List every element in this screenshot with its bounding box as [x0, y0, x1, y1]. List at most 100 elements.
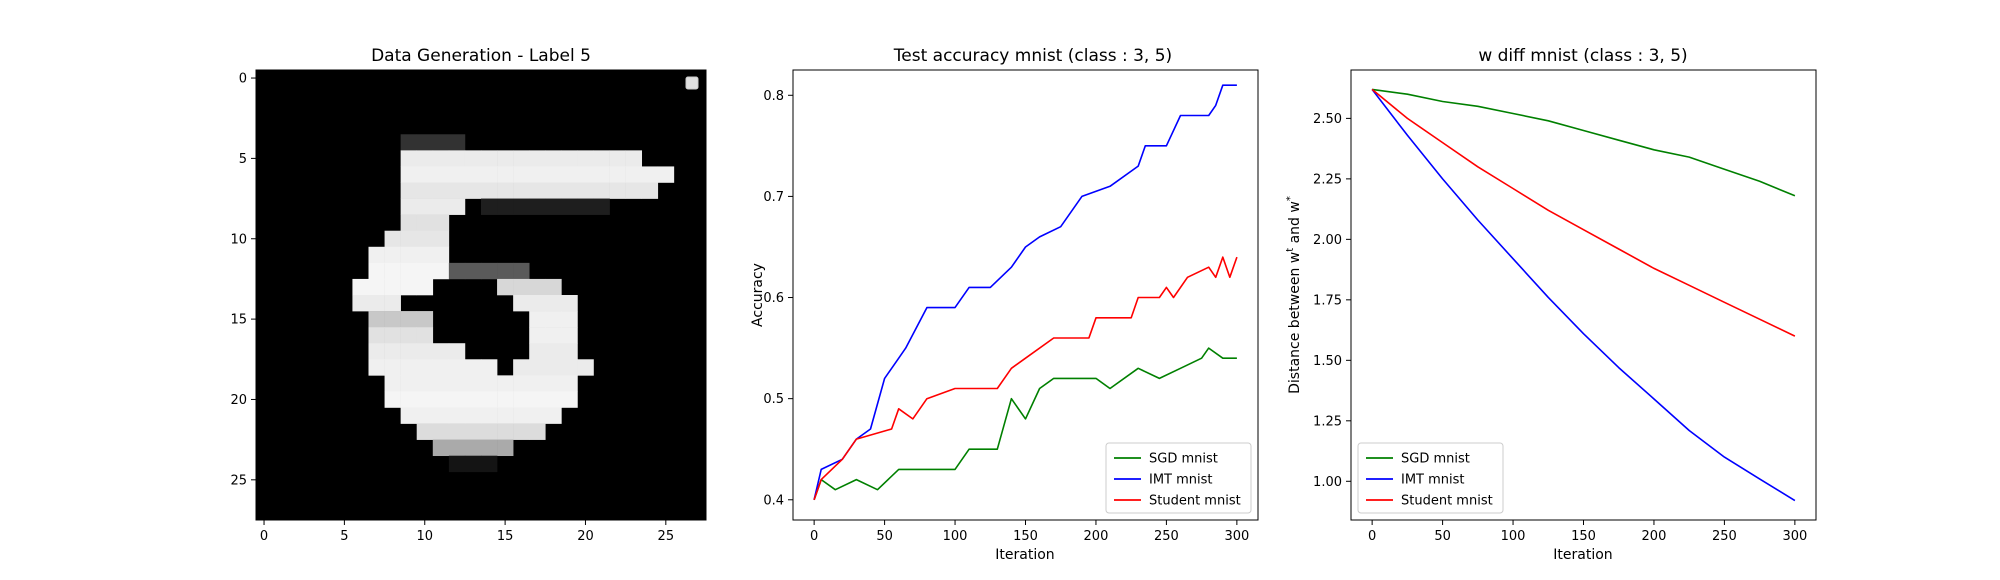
- pixel: [481, 198, 498, 215]
- accuracy-series-line: [813, 84, 1237, 500]
- pixel: [416, 423, 434, 440]
- wdiff-y-tick-label: 2.00: [1313, 233, 1342, 248]
- image-title: Data Generation - Label 5: [371, 46, 591, 66]
- pixel: [432, 230, 450, 248]
- pixel: [513, 278, 530, 296]
- pixel: [513, 359, 530, 376]
- pixel: [497, 182, 514, 199]
- pixel: [400, 230, 418, 248]
- pixel: [464, 262, 482, 280]
- image-x-tick-label: 15: [497, 529, 514, 544]
- wdiff-x-tick-label: 50: [1434, 529, 1451, 544]
- accuracy-y-tick-label: 0.6: [763, 291, 784, 306]
- pixel: [352, 295, 369, 312]
- pixel: [529, 423, 546, 440]
- pixel: [497, 278, 514, 296]
- image-x-tick-label: 10: [416, 529, 433, 544]
- pixel: [384, 246, 401, 264]
- pixel: [400, 359, 418, 376]
- image-ticks: 0 5 10 15 20 25 0 5 10 15 20 25: [230, 72, 674, 544]
- wdiff-y-tick-label: 1.25: [1313, 414, 1342, 429]
- pixel: [448, 150, 466, 167]
- pixel: [481, 375, 498, 392]
- pixel: [513, 166, 530, 183]
- image-x-tick-label: 5: [340, 529, 348, 544]
- pixel: [400, 134, 418, 151]
- accuracy-legend-label: IMT mnist: [1149, 473, 1213, 488]
- pixel: [448, 166, 466, 183]
- pixel: [545, 343, 562, 360]
- pixel: [513, 198, 530, 215]
- pixel: [481, 166, 498, 183]
- pixel: [416, 262, 434, 280]
- pixel: [481, 182, 498, 199]
- wdiff-ylabel-sup1: t: [1285, 248, 1296, 252]
- pixel: [657, 166, 675, 183]
- pixel: [625, 150, 643, 167]
- wdiff-ylabel: Distance between wt and w*: [1285, 196, 1303, 394]
- pixel: [432, 439, 450, 457]
- pixel: [513, 407, 530, 424]
- pixel: [416, 359, 434, 376]
- pixel: [368, 311, 385, 328]
- pixel: [416, 343, 434, 360]
- pixel: [529, 198, 546, 215]
- wdiff-series-line: [1371, 88, 1796, 502]
- wdiff-x-tick-label: 300: [1782, 529, 1807, 544]
- pixel: [529, 343, 546, 360]
- pixel: [481, 407, 498, 424]
- pixel: [464, 407, 482, 424]
- pixel: [416, 246, 434, 264]
- accuracy-y-tick-label: 0.8: [763, 89, 784, 104]
- pixel: [384, 391, 401, 408]
- pixel: [545, 182, 562, 199]
- pixel: [432, 423, 450, 440]
- wdiff-legend-label: SGD mnist: [1401, 452, 1470, 467]
- pixel: [416, 391, 434, 408]
- pixel: [400, 391, 418, 408]
- pixel: [464, 359, 482, 376]
- pixel: [625, 166, 643, 183]
- pixel: [529, 278, 546, 296]
- pixel: [464, 375, 482, 392]
- accuracy-x-tick-label: 300: [1224, 529, 1249, 544]
- pixel: [448, 375, 466, 392]
- accuracy-lines: [813, 84, 1238, 501]
- wdiff-y-tick-label: 2.50: [1313, 112, 1342, 127]
- pixel: [561, 295, 578, 312]
- pixel: [432, 407, 450, 424]
- accuracy-y-tick-label: 0.4: [763, 493, 784, 508]
- pixel: [464, 439, 482, 457]
- image-frame: [255, 69, 707, 521]
- accuracy-ticks: 0 50 100 150 200 250 300 0.4 0.5 0.6 0.7 0.8: [763, 89, 1249, 544]
- pixel: [529, 295, 546, 312]
- accuracy-x-tick-label: 50: [876, 529, 893, 544]
- pixel: [641, 166, 659, 183]
- pixel: [561, 198, 578, 215]
- pixel: [368, 246, 385, 264]
- pixel: [432, 166, 450, 183]
- pixel: [481, 262, 498, 280]
- pixel: [368, 278, 385, 296]
- wdiff-legend-label: Student mnist: [1401, 494, 1493, 509]
- pixel: [529, 182, 546, 199]
- pixel: [432, 375, 450, 392]
- panel-wdiff: w diff mnist (class : 3, 5) 0 50 100 150 200…: [1285, 46, 1817, 563]
- pixel: [481, 391, 498, 408]
- pixel: [561, 391, 578, 408]
- pixel: [448, 423, 466, 440]
- pixel: [368, 327, 385, 344]
- pixel: [448, 182, 466, 199]
- pixel: [416, 375, 434, 392]
- accuracy-x-tick-label: 200: [1084, 529, 1109, 544]
- pixel: [497, 407, 514, 424]
- pixel: [432, 359, 450, 376]
- pixel: [529, 407, 546, 424]
- pixel: [481, 359, 498, 376]
- wdiff-lines: [1371, 88, 1796, 502]
- wdiff-y-tick-label: 2.25: [1313, 172, 1342, 187]
- pixel: [352, 278, 369, 296]
- pixel: [416, 214, 434, 232]
- wdiff-xlabel: Iteration: [1553, 547, 1612, 563]
